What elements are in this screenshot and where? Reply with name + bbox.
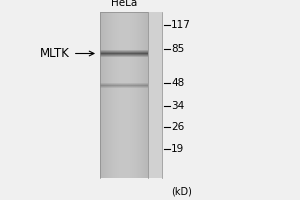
Text: (kD): (kD) xyxy=(171,187,192,197)
Text: 117: 117 xyxy=(171,20,191,30)
Text: 19: 19 xyxy=(171,144,184,154)
Text: 26: 26 xyxy=(171,122,184,132)
Text: 85: 85 xyxy=(171,44,184,54)
Text: 34: 34 xyxy=(171,101,184,111)
Text: 48: 48 xyxy=(171,78,184,88)
Text: MLTK: MLTK xyxy=(40,47,94,60)
Text: HeLa: HeLa xyxy=(111,0,137,8)
